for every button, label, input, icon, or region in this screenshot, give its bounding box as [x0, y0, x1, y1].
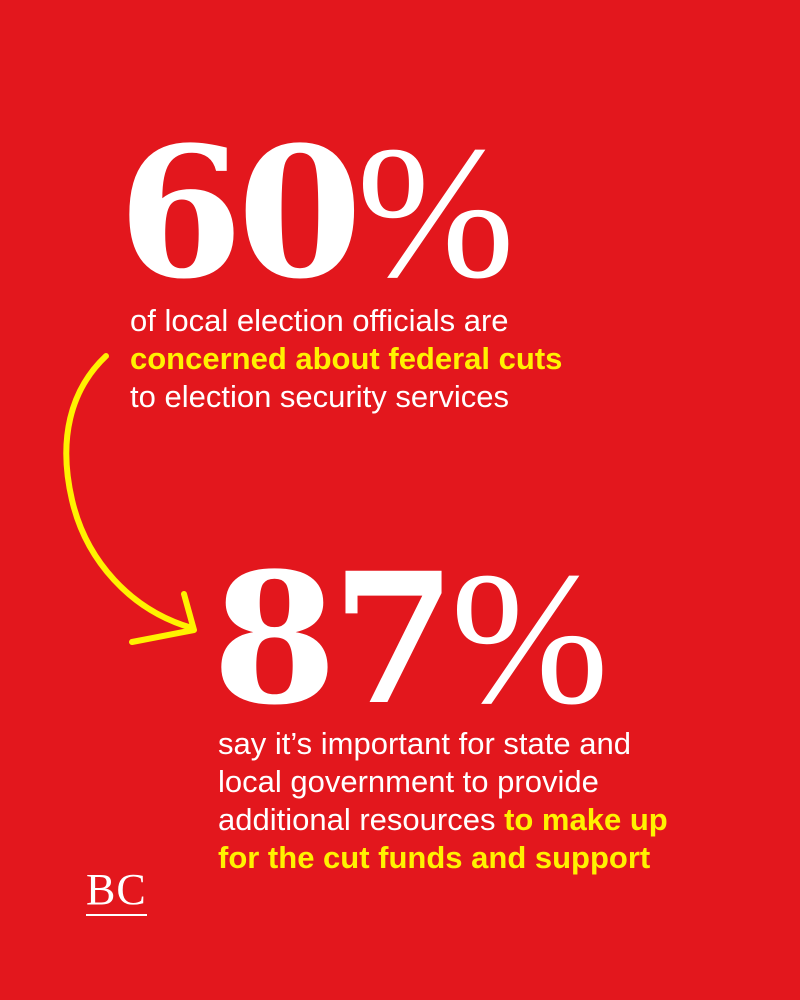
stat-60-percent: 60%: [118, 118, 515, 308]
caption-line: of local election officials are: [130, 303, 509, 338]
percent-sign: %: [356, 108, 515, 318]
caption-line: to election security services: [130, 379, 510, 414]
stat-number: 87: [212, 534, 456, 745]
caption-line: local government to provide: [218, 764, 599, 799]
stat-number: 60: [118, 108, 362, 319]
caption-line: say it’s important for state and: [218, 726, 631, 761]
caption-highlight: for the cut funds and support: [218, 840, 651, 875]
stat-60-caption: of local election officials are concerne…: [130, 302, 562, 416]
caption-text: additional resources: [218, 802, 505, 837]
stat-87-caption: say it’s important for state and local g…: [218, 725, 668, 877]
caption-highlight: to make up: [504, 802, 668, 837]
percent-sign: %: [450, 534, 609, 744]
stat-87-percent: 87%: [212, 544, 609, 734]
caption-highlight: concerned about federal cuts: [130, 341, 563, 376]
caption-line-mixed: additional resources to make up: [218, 801, 668, 839]
brand-logo: BC: [86, 865, 147, 916]
